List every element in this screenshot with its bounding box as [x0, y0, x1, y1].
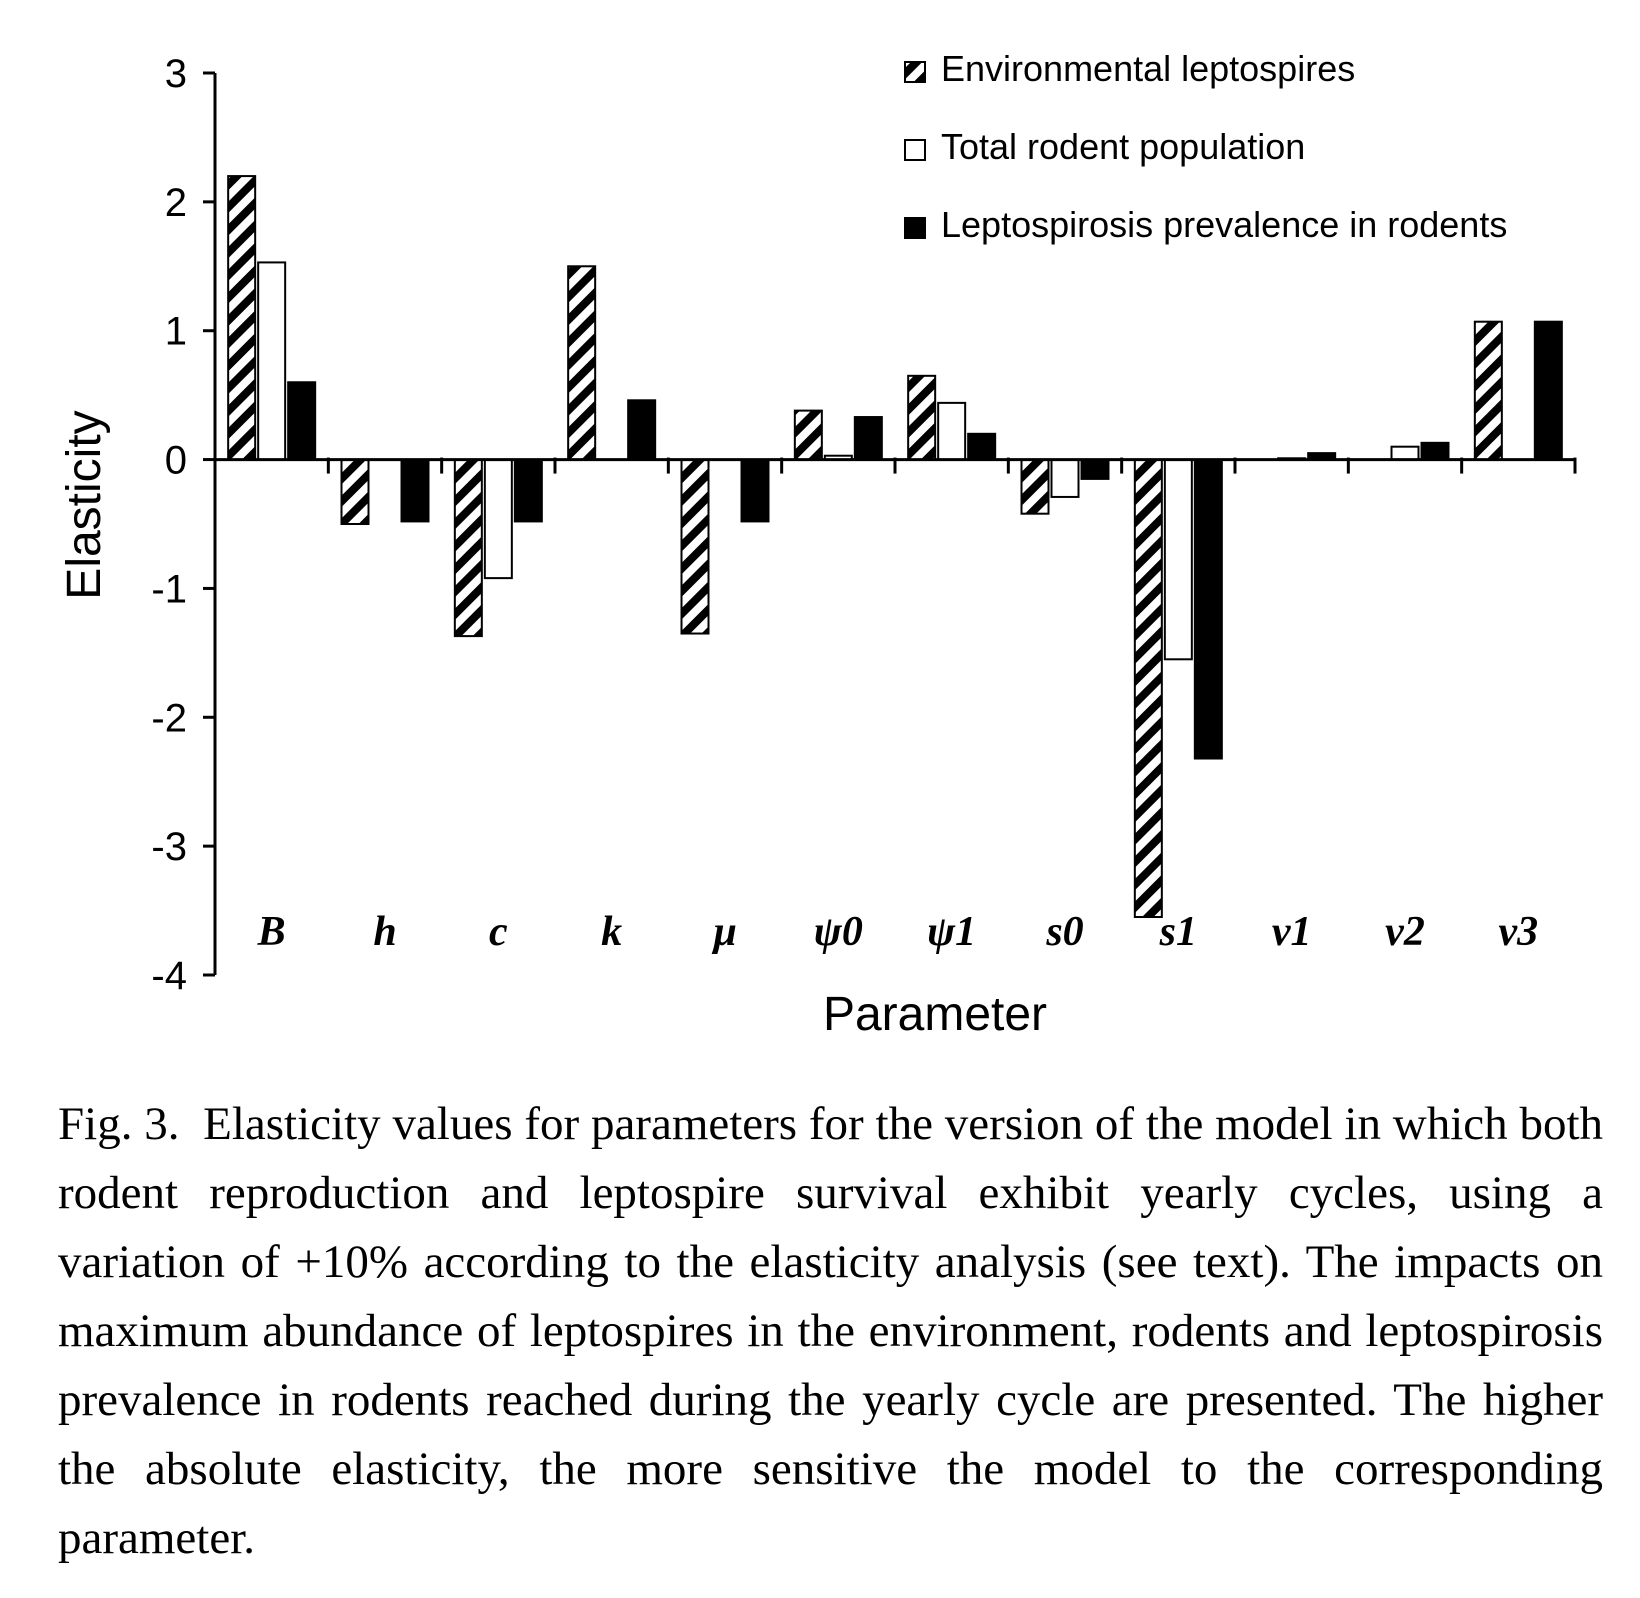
y-tick-label: 0	[165, 439, 187, 483]
legend-label: Environmental leptospires	[941, 48, 1355, 89]
x-tick-label: B	[257, 909, 286, 955]
bar-hatched-2	[340, 458, 370, 526]
x-tick-label: k	[601, 909, 622, 955]
legend-label: Leptospirosis prevalence in rodents	[941, 204, 1507, 245]
x-tick-label: ν2	[1385, 909, 1425, 955]
bar-hatched-8	[1020, 458, 1050, 515]
legend-swatch-black	[904, 217, 926, 239]
x-tick-label: h	[373, 909, 396, 955]
bar-white-3	[483, 458, 513, 580]
figure-caption: Fig. 3. Elasticity values for parameters…	[58, 1098, 1603, 1564]
legend-swatch-white	[904, 139, 926, 161]
x-tick-label: s0	[1045, 909, 1083, 955]
bar-black-3	[513, 458, 543, 523]
bar-white-8	[1050, 458, 1080, 498]
bar-white-9	[1163, 458, 1193, 661]
bar-white-11	[1390, 445, 1420, 461]
x-tick-label: s1	[1159, 909, 1197, 955]
bar-hatched-9	[1133, 458, 1163, 919]
legend-swatch-hatched	[904, 61, 926, 83]
bar-hatched-5	[680, 458, 710, 635]
x-tick-label: ψ1	[927, 909, 976, 955]
legend-label: Total rodent population	[941, 126, 1305, 167]
bar-hatched-12	[1473, 320, 1503, 461]
plot-area: 3 2 1 0 -1 -2 -3 -4 B h c k µ ψ0 ψ1 s0 s1 ν1 ν2 ν3	[151, 52, 1577, 998]
bar-white-7	[937, 401, 967, 461]
bar-hatched-4	[567, 265, 597, 461]
y-tick-label: -3	[151, 825, 187, 869]
y-tick-label: 2	[165, 181, 187, 225]
y-tick-label: 3	[165, 52, 187, 96]
bar-black-4	[627, 399, 657, 461]
bar-hatched-1	[227, 175, 257, 461]
x-tick-label: ν1	[1272, 909, 1312, 955]
x-tick-label: ψ0	[814, 909, 863, 955]
x-tick-label: c	[489, 909, 508, 955]
bar-black-2	[400, 458, 430, 523]
bar-hatched-3	[453, 458, 483, 638]
bar-black-9	[1193, 458, 1223, 760]
y-tick-label: 1	[165, 310, 187, 354]
y-tick-label: -1	[151, 567, 187, 611]
elasticity-bar-chart: 3 2 1 0 -1 -2 -3 -4 B h c k µ ψ0 ψ1 s0 s1 ν1 ν2 ν3 Environm…	[58, 48, 1577, 1041]
x-tick-label: ν3	[1499, 909, 1539, 955]
bar-black-6	[853, 416, 883, 461]
bar-black-7	[967, 432, 997, 461]
y-axis-title: Elasticity	[58, 410, 111, 599]
chart-legend: Environmental leptospires Total rodent po…	[904, 48, 1507, 245]
bar-black-8	[1080, 458, 1110, 480]
bar-black-11	[1420, 441, 1450, 461]
bar-black-5	[740, 458, 770, 523]
x-tick-label: µ	[711, 909, 737, 955]
bar-black-1	[287, 381, 317, 461]
bar-hatched-7	[907, 374, 937, 461]
bar-white-1	[257, 261, 287, 461]
x-axis-title: Parameter	[823, 988, 1047, 1041]
bar-black-12	[1533, 320, 1563, 461]
y-tick-label: -4	[151, 954, 187, 998]
bar-hatched-6	[793, 409, 823, 461]
y-tick-label: -2	[151, 696, 187, 740]
